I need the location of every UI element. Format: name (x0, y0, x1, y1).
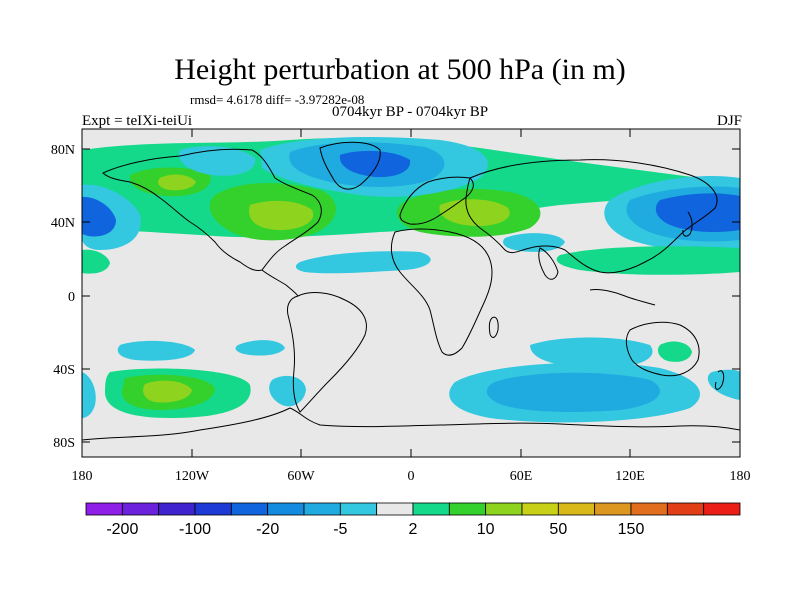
contour-south-pacific-core (143, 380, 192, 403)
coast-europe (399, 176, 474, 225)
colorbar-tick-label: 10 (477, 521, 495, 538)
lon-tick-marks (81, 129, 741, 457)
contour-right-pacific-blue (655, 193, 740, 232)
colorbar-box (594, 502, 632, 516)
season-label: DJF (716, 113, 742, 129)
experiment-label: Expt = teIXi-teiUi (82, 113, 193, 129)
colorbar-box (230, 502, 269, 516)
contour-south-indian-cyan (530, 337, 653, 368)
coast-north-america (102, 148, 322, 271)
contour-eurasia-core (439, 199, 510, 226)
contour-namerica-core (249, 200, 314, 230)
contour-indian-subtrop-cyan (503, 233, 565, 252)
lon-tick-label: 60E (510, 469, 533, 484)
lat-tick-label: 0 (68, 290, 75, 305)
lon-tick-label: 60W (287, 469, 315, 484)
colorbar-box (158, 502, 196, 516)
colorbar-tick-label: 50 (549, 521, 567, 538)
coast-greenland (319, 141, 381, 190)
colorbar-box (412, 502, 450, 516)
lon-tick-label: 0 (408, 469, 415, 484)
contour-south-atlantic-cyan (269, 375, 306, 407)
colorbar-tick-label: -200 (106, 521, 138, 538)
colorbar-box (267, 502, 305, 516)
contour-samerica-cyan (235, 340, 285, 356)
colorbar-box (194, 502, 232, 516)
colorbar-box (557, 502, 596, 516)
colorbar-box (521, 502, 559, 516)
contour-australia-green (657, 341, 692, 362)
colorbar-box (666, 502, 705, 516)
contour-left-pacific-blue (82, 196, 116, 237)
lat-tick-label: 40S (53, 363, 75, 378)
colorbar-box (121, 502, 160, 516)
colorbar-box (448, 502, 487, 516)
colorbar-labels: -200 -100 -20 -5 2 10 50 150 (106, 521, 644, 538)
coast-indonesia (589, 289, 656, 306)
coastlines (82, 141, 740, 441)
contour-left-subtrop-green (82, 249, 110, 274)
contour-southern-ocean-lightblue (486, 372, 660, 412)
lon-tick-label: 180 (72, 469, 93, 484)
coast-madagascar (488, 316, 499, 338)
contour-nepacific-core (157, 174, 196, 191)
coast-antarctica (82, 407, 740, 441)
contour-alaska-cyan (179, 146, 256, 176)
coast-new-zealand (715, 370, 725, 390)
colorbar-box (339, 502, 378, 516)
colorbar-box (703, 502, 741, 516)
colorbar-tick-label: -5 (333, 521, 347, 538)
colorbar-tick-label: 2 (409, 521, 418, 538)
colorbar-tick-label: -20 (256, 521, 279, 538)
lat-tick-label: 40N (51, 216, 75, 231)
coast-asia (465, 159, 718, 274)
colorbar-box (376, 502, 414, 516)
colorbar-box (630, 502, 668, 516)
colorbar-box (303, 502, 341, 516)
coast-africa (390, 228, 493, 356)
coast-japan (682, 211, 693, 237)
coast-australia (625, 321, 700, 377)
contour-far-left-south-cyan (82, 372, 96, 418)
colorbar-tick-label: 150 (618, 521, 645, 538)
contour-far-right-south-cyan (707, 369, 740, 400)
stats-label: rmsd= 4.6178 diff= -3.97282e-08 (190, 92, 365, 107)
coast-south-america (287, 292, 367, 413)
lon-tick-label: 120E (615, 469, 645, 484)
lat-tick-marks (82, 148, 740, 443)
contour-arctic-blue (339, 150, 411, 178)
lon-tick-label: 120W (175, 469, 210, 484)
period-label: 0704kyr BP - 0704kyr BP (331, 104, 489, 120)
lat-tick-label: 80N (51, 143, 75, 158)
coast-central-america (261, 269, 299, 297)
lon-tick-label: 180 (730, 469, 751, 484)
contour-south-pacific-cyan (117, 340, 195, 361)
plot-title: Height perturbation at 500 hPa (in m) (174, 53, 626, 86)
colorbar-tick-label: -100 (179, 521, 211, 538)
colorbar-box (85, 502, 123, 516)
colorbar (85, 502, 741, 516)
coast-india (538, 247, 559, 280)
lat-tick-label: 80S (53, 436, 75, 451)
contour-field (82, 137, 740, 423)
colorbar-box (485, 502, 523, 516)
